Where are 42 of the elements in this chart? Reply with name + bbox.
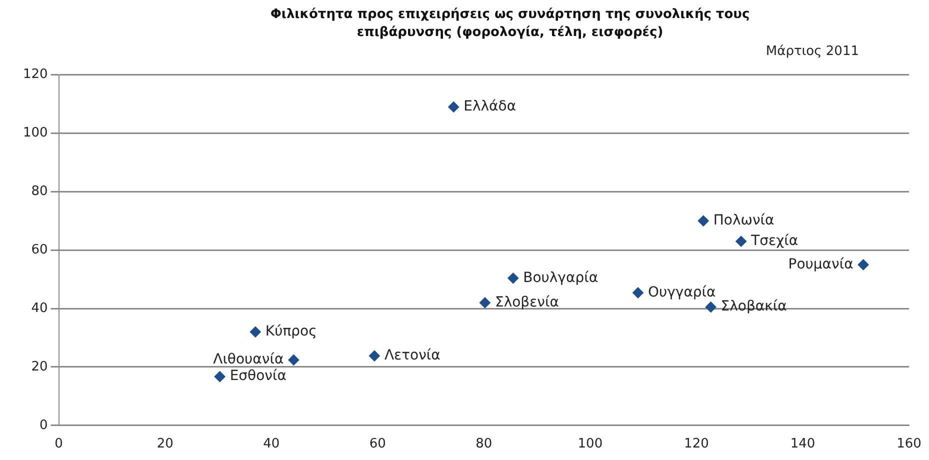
annotation: Τσεχία [750, 232, 798, 249]
annotation: Σλοβενία [494, 294, 559, 310]
point [858, 259, 869, 270]
x-tick-label: 80 [476, 436, 492, 452]
annotation: Σλοβακία [720, 298, 787, 315]
point [632, 287, 644, 298]
annotation: Βουλγαρία [523, 270, 598, 286]
x-tick-label: 20 [156, 436, 174, 452]
x-tick-label: 140 [790, 436, 816, 452]
x-tick-label: 160 [896, 436, 922, 452]
point [214, 371, 226, 382]
y-tick-label: 0 [40, 418, 48, 433]
annotation: Λιθουανία [213, 352, 284, 368]
x-tick-label: 0 [54, 436, 63, 452]
y-tick-label: 40 [31, 300, 48, 316]
y-tick-label: 80 [31, 184, 48, 200]
point [288, 354, 300, 366]
annotation: Κύπρος [265, 324, 317, 340]
annotation: Ελλάδα [464, 98, 516, 115]
annotation: Ρουμανία [788, 256, 854, 272]
point [368, 350, 380, 362]
y-tick-label: 100 [22, 126, 48, 141]
y-tick-label: 120 [22, 67, 48, 82]
x-tick-label: 60 [369, 436, 386, 452]
annotation: Λετονία [384, 348, 440, 364]
point [479, 297, 490, 308]
point [448, 101, 460, 112]
point [698, 215, 709, 226]
annotation: Ουγγαρία [648, 284, 716, 300]
chart-title: Φιλικότητα προς επιχειρήσεις ως συνάρτηση της συνολικής τους επιβάρυνσης (φορολογία, τέλη, εισφορές) [269, 6, 751, 42]
point [250, 326, 261, 338]
point [508, 272, 519, 284]
annotation: Πολωνία [713, 212, 774, 229]
annotation: Εσθονία [230, 368, 286, 384]
point [705, 302, 716, 313]
chart-subtitle: Μάρτιος 2011 [766, 44, 859, 59]
x-tick-label: 120 [684, 436, 709, 452]
point [736, 236, 747, 247]
y-tick-label: 60 [31, 242, 48, 258]
y-tick-label: 20 [31, 359, 48, 374]
x-tick-label: 40 [263, 436, 280, 452]
x-tick-label: 100 [578, 436, 603, 452]
